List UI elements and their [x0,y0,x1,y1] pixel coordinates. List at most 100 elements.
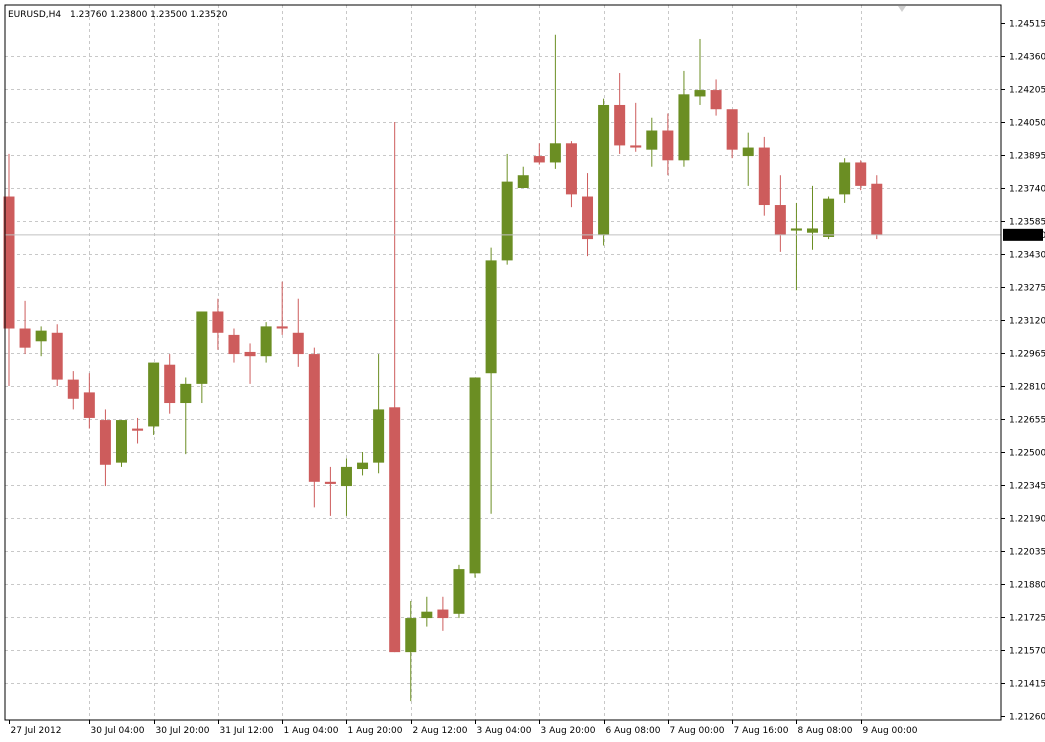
candle-body [373,409,385,463]
candle-body [871,183,883,235]
time-tick-label: 1 Aug 04:00 [284,726,339,736]
bear-candle [726,109,738,159]
bull-candle [373,354,385,474]
candle-body [19,328,31,348]
time-tick-label: 7 Aug 00:00 [670,726,725,736]
bull-candle [196,311,208,404]
price-tick-label: 1.23120 [1009,317,1045,327]
bear-candle [292,298,304,367]
bull-candle [646,117,658,167]
price-tick-label: 1.21260 [1009,713,1045,723]
bear-candle [533,143,545,165]
bull-candle [549,34,561,169]
price-tick-label: 1.22965 [1009,350,1045,360]
candle-body [469,377,481,574]
candle-body [99,420,111,465]
bear-candle [389,122,401,653]
bull-candle [742,132,754,186]
candle-body [164,364,176,404]
candle-body [517,175,529,188]
bear-candle [614,73,626,154]
bear-candle [164,354,176,414]
current-price-tag [1003,228,1043,241]
candle-body [807,228,818,233]
shift-marker-icon[interactable] [898,6,906,12]
bear-candle [51,324,63,386]
candle-body [228,334,240,355]
candle-body [276,326,288,329]
bear-candle [212,298,224,350]
candle-body [742,147,754,157]
bear-candle [662,113,674,176]
price-tick-label: 1.23895 [1009,152,1045,162]
bear-candle [228,328,240,363]
candles-layer [3,34,883,702]
bull-candle [115,420,127,467]
time-tick-label: 3 Aug 04:00 [477,726,532,736]
candle-body [646,130,658,150]
time-tick-label: 7 Aug 16:00 [734,726,789,736]
candle-body [565,143,577,195]
price-tick-label: 1.21415 [1009,680,1045,690]
candle-body [758,147,770,206]
candle-body [3,196,15,329]
bear-candle [437,596,449,631]
header-symbol: EURUSD,H4 [8,10,61,20]
candle-body [196,311,208,384]
time-axis[interactable]: 27 Jul 2012 30 Jul 04:00 30 Jul 20:00 31 Ju… [9,720,918,736]
price-tick-label: 1.22655 [1009,416,1045,426]
candle-body [662,130,674,161]
header-ohlc: 1.23760 1.23800 1.23500 1.23520 [70,10,228,20]
candle-body [308,354,320,482]
bull-candle [517,166,529,188]
bear-candle [67,371,79,410]
candle-body [694,90,706,97]
candle-body [389,407,401,653]
candle-body [405,618,417,653]
time-tick-label: 3 Aug 20:00 [541,726,596,736]
price-tick-label: 1.23430 [1009,251,1045,261]
bull-candle [260,322,272,363]
price-tick-label: 1.24205 [1009,86,1045,96]
price-tick-label: 1.24360 [1009,53,1045,63]
price-axis[interactable]: 1.24515 1.24360 1.24205 1.24050 1.23895 1.237… [1001,20,1045,723]
candle-body [324,481,336,484]
candle-body [260,326,272,357]
bull-candle [807,185,818,250]
price-tick-label: 1.21725 [1009,614,1045,624]
bear-candle [19,300,31,355]
bull-candle [598,98,610,246]
candle-body [212,311,224,333]
candle-body [598,104,610,235]
bull-candle [839,158,851,203]
candle-body [340,466,352,487]
bear-candle [244,343,256,384]
time-tick-label: 30 Jul 04:00 [91,726,145,736]
time-tick-label: 8 Aug 08:00 [798,726,853,736]
candle-body [533,156,545,163]
candle-body [421,611,433,619]
candle-body [132,428,144,431]
bear-candle [758,136,770,216]
candle-body [453,569,465,614]
candle-body [839,162,851,195]
price-tick-label: 1.23740 [1009,185,1045,195]
candle-body [148,362,160,427]
bear-candle [855,160,867,191]
bear-candle [308,347,320,508]
time-tick-label: 2 Aug 12:00 [413,726,468,736]
bear-candle [132,417,144,444]
candle-body [357,462,369,470]
time-tick-label: 30 Jul 20:00 [156,726,210,736]
bull-candle [405,601,417,702]
current-price-label: 1.23520 [1009,231,1045,241]
candle-body [501,181,513,261]
time-tick-label: 31 Jul 12:00 [220,726,274,736]
bull-candle [485,247,497,514]
time-tick-label: 1 Aug 20:00 [348,726,403,736]
candle-body [67,379,79,399]
candle-body [678,94,690,161]
bull-candle [148,362,160,435]
candle-body [855,162,867,186]
